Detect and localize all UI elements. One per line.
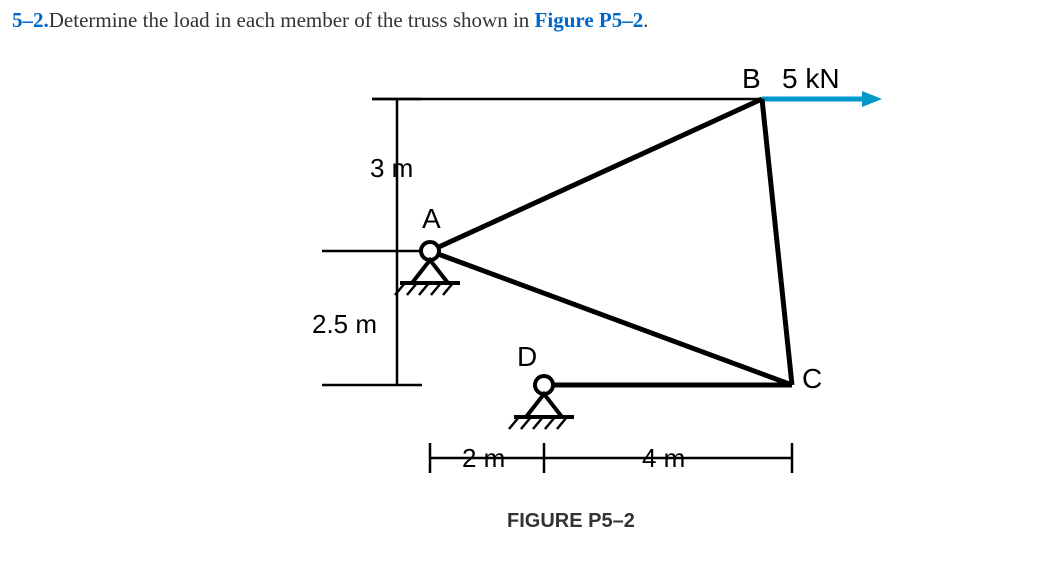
member-AB <box>430 99 762 251</box>
node-label-C: C <box>802 363 822 395</box>
member-BC <box>762 99 792 385</box>
member-AC <box>430 251 792 385</box>
figure-reference-link[interactable]: Figure P5–2 <box>535 8 644 32</box>
node-label-B: B <box>742 63 761 95</box>
figure-container: A B C D 5 kN 3 m 2.5 m 2 m 4 m FIGURE P5… <box>262 43 962 533</box>
node-label-A: A <box>422 203 441 235</box>
node-label-D: D <box>517 341 537 373</box>
load-arrow-head <box>862 91 882 107</box>
problem-period: . <box>643 8 648 32</box>
dim-3m: 3 m <box>370 153 413 184</box>
pin-triangle-D <box>526 394 562 417</box>
pin-triangle-A <box>412 260 448 283</box>
load-text: 5 kN <box>782 63 840 95</box>
problem-body: Determine the load in each member of the… <box>49 8 535 32</box>
figure-caption: FIGURE P5–2 <box>507 510 635 533</box>
problem-statement: 5–2.Determine the load in each member of… <box>12 8 1042 33</box>
dim-4m: 4 m <box>642 443 685 474</box>
dim-2m: 2 m <box>462 443 505 474</box>
problem-number: 5–2. <box>12 8 49 32</box>
truss-diagram <box>262 43 962 533</box>
dim-2-5m: 2.5 m <box>312 309 377 340</box>
